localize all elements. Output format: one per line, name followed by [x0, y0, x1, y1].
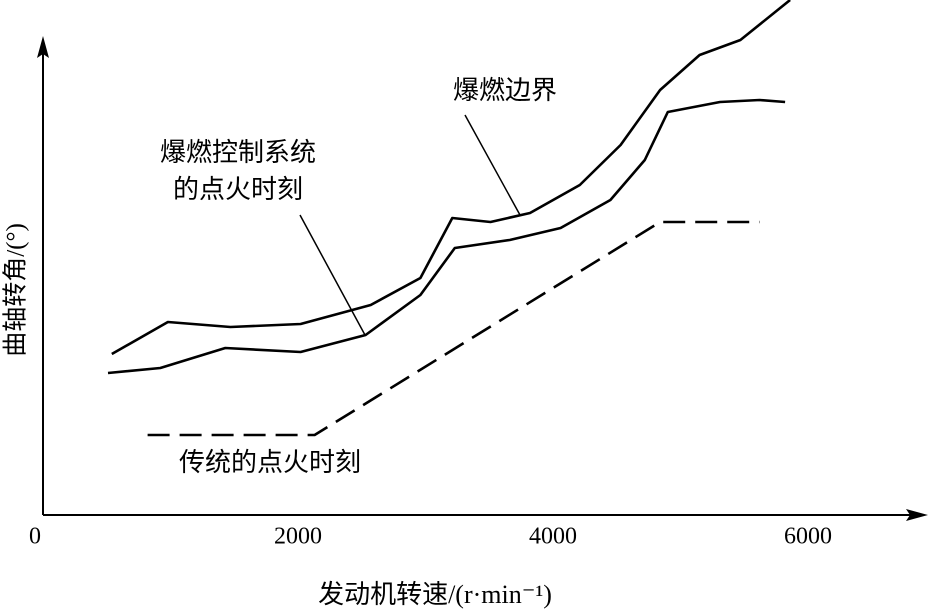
series-label: 的点火时刻 — [173, 175, 303, 204]
series-line — [111, 0, 791, 356]
series-label: 传统的点火时刻 — [179, 448, 361, 477]
x-tick-label: 0 — [29, 524, 41, 550]
series-label: 爆燃边界 — [453, 76, 557, 105]
y-axis-arrow — [37, 36, 49, 58]
leader-line — [464, 114, 521, 216]
x-tick-label: 2000 — [274, 524, 322, 550]
y-axis-label: 曲轴转角/(°) — [2, 223, 30, 357]
x-tick-label: 6000 — [784, 524, 832, 550]
series-label: 爆燃控制系统 — [160, 138, 316, 167]
series-line — [147, 220, 760, 437]
series-line — [107, 98, 786, 375]
x-axis-label: 发动机转速/(r·min⁻¹) — [318, 580, 552, 609]
leader-line — [299, 214, 366, 336]
x-axis-arrow — [906, 509, 928, 521]
x-tick-label: 4000 — [529, 524, 577, 550]
